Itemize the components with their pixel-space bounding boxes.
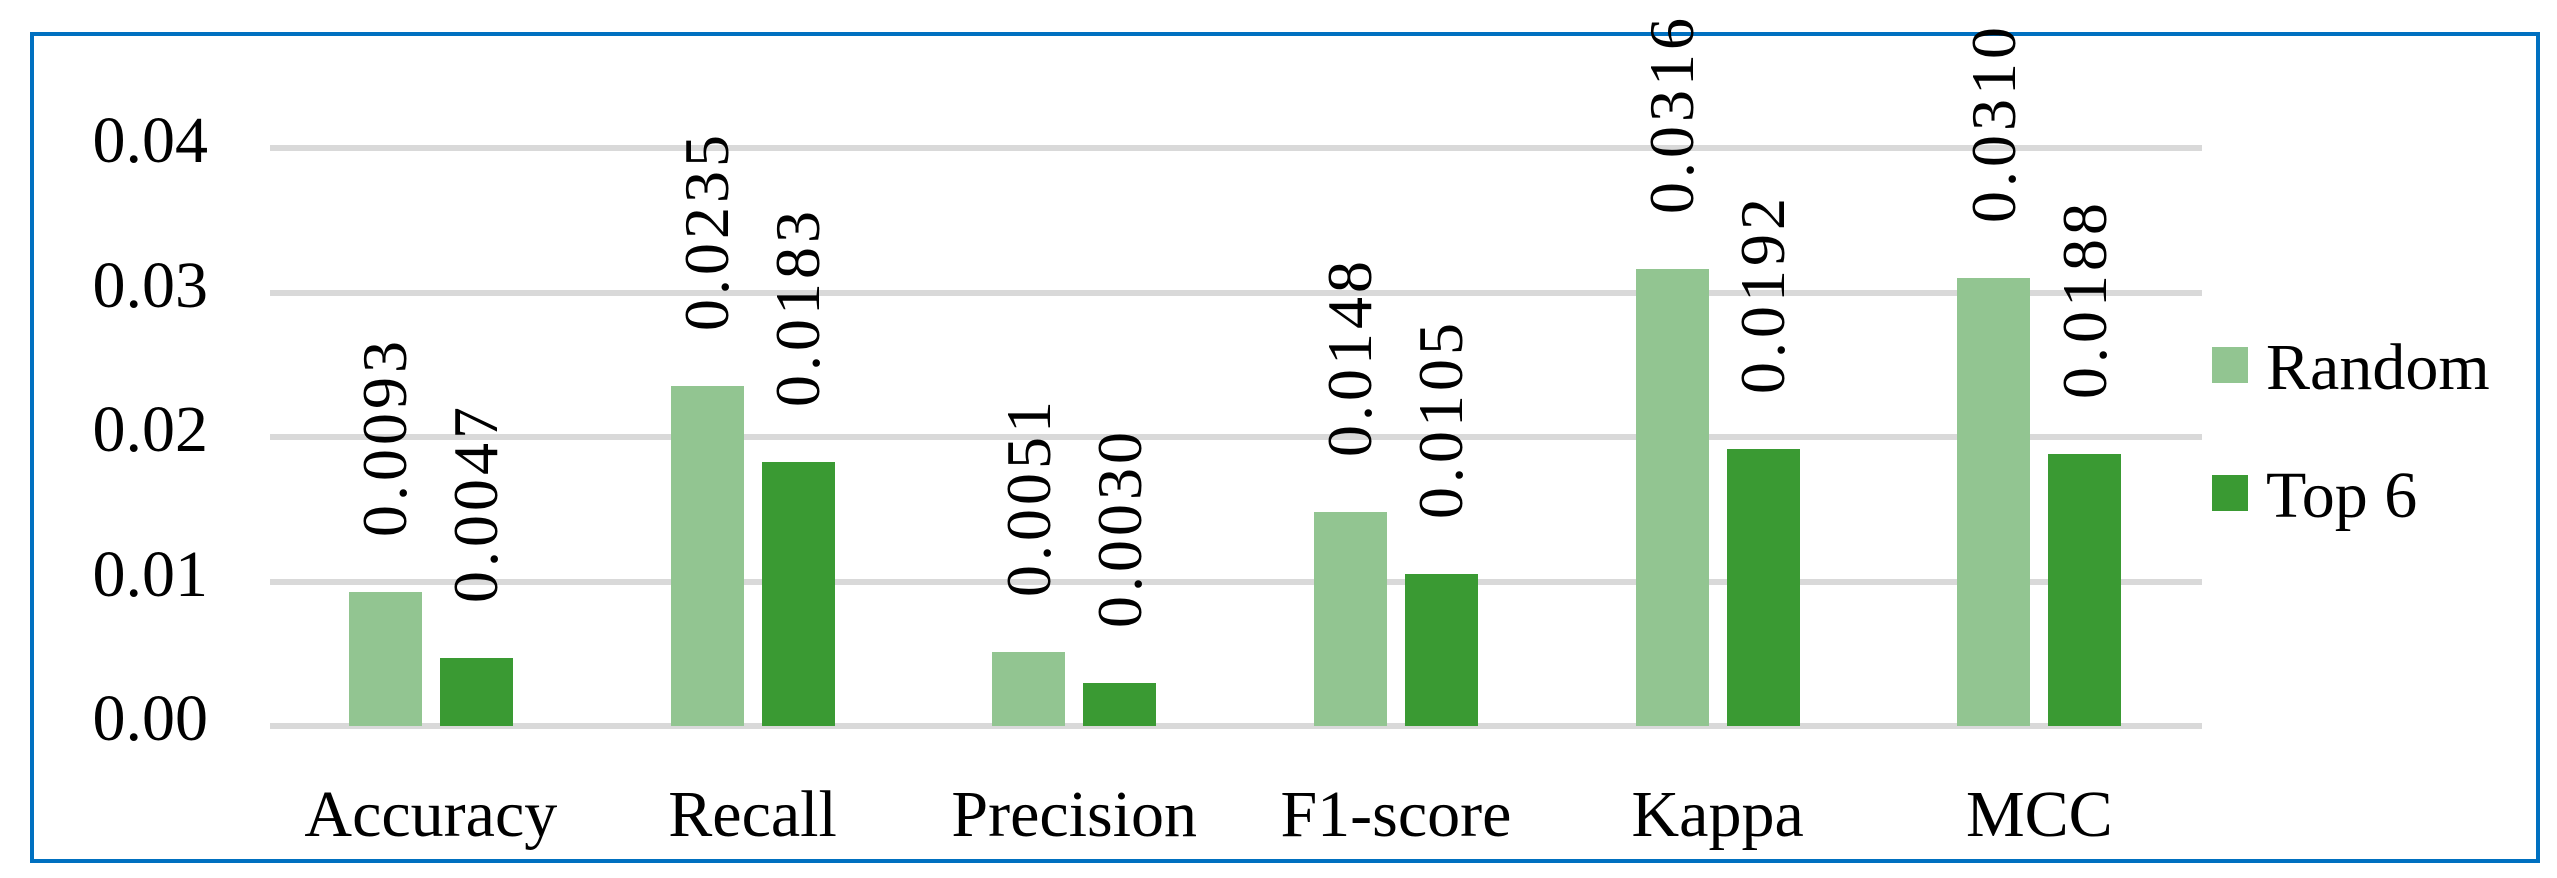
bar-random xyxy=(1635,269,1709,726)
bar-top-6 xyxy=(1083,682,1157,726)
bar-top-6 xyxy=(1404,574,1478,726)
bar-random xyxy=(1957,278,2031,726)
data-label: 0.0188 xyxy=(2048,199,2120,400)
gridline xyxy=(270,578,2202,585)
bar-top-6 xyxy=(761,461,835,726)
data-label: 0.0030 xyxy=(1083,427,1155,628)
gridline xyxy=(270,289,2202,296)
y-tick-label: 0.02 xyxy=(92,393,209,466)
x-tick-label: Precision xyxy=(951,778,1198,851)
legend-swatch xyxy=(2212,475,2248,511)
gridline xyxy=(270,434,2202,440)
bar-top-6 xyxy=(439,658,513,726)
data-label: 0.0183 xyxy=(762,206,834,407)
bar-top-6 xyxy=(2048,454,2122,726)
y-tick-label: 0.01 xyxy=(92,537,209,611)
bar-top-6 xyxy=(1726,448,1800,726)
data-label: 0.0192 xyxy=(1727,193,1799,394)
legend-label: Random xyxy=(2266,331,2490,404)
x-tick-label: Kappa xyxy=(1631,778,1804,851)
chart-frame xyxy=(30,32,2540,863)
data-label: 0.0051 xyxy=(992,397,1064,598)
y-tick-label: 0.04 xyxy=(92,104,209,177)
bar-random xyxy=(1313,512,1387,726)
x-tick-label: Accuracy xyxy=(304,778,558,851)
gridline xyxy=(270,145,2202,151)
bar-random xyxy=(670,386,744,726)
gridline xyxy=(270,723,2202,729)
bar-random xyxy=(992,652,1066,726)
bar-random xyxy=(348,591,422,726)
data-label: 0.0148 xyxy=(1314,257,1386,458)
legend-label: Top 6 xyxy=(2266,459,2418,532)
data-label: 0.0105 xyxy=(1405,319,1477,520)
y-tick-label: 0.03 xyxy=(92,248,209,322)
x-tick-label: F1-score xyxy=(1280,778,1512,851)
legend-swatch xyxy=(2212,347,2248,383)
y-tick-label: 0.00 xyxy=(92,682,209,755)
data-label: 0.0316 xyxy=(1636,14,1708,215)
data-label: 0.0310 xyxy=(1957,23,2029,224)
data-label: 0.0093 xyxy=(349,336,421,537)
data-label: 0.0047 xyxy=(440,403,512,604)
x-tick-label: Recall xyxy=(668,778,837,851)
x-tick-label: MCC xyxy=(1965,778,2113,851)
data-label: 0.0235 xyxy=(671,131,743,332)
